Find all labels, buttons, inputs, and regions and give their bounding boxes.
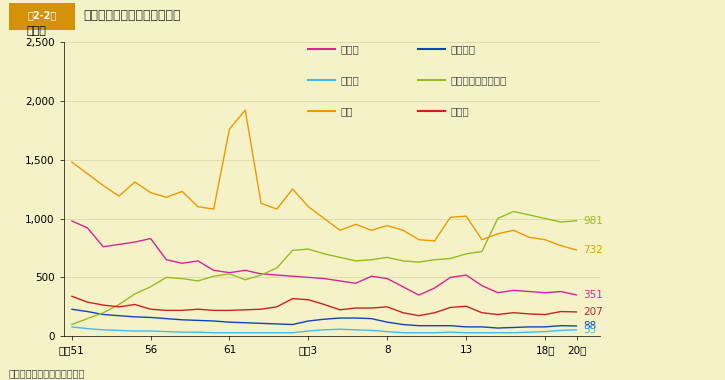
Text: 351: 351 bbox=[584, 290, 603, 300]
FancyBboxPatch shape bbox=[9, 3, 75, 30]
Text: 207: 207 bbox=[584, 307, 603, 317]
Text: 貨物船: 貨物船 bbox=[340, 44, 359, 54]
Text: プレジャーボート等: プレジャーボート等 bbox=[450, 75, 506, 85]
Text: タンカー: タンカー bbox=[450, 44, 475, 54]
Text: 88: 88 bbox=[584, 321, 597, 331]
Text: 注　海上保安庁資料による。: 注 海上保安庁資料による。 bbox=[9, 368, 85, 378]
Text: 981: 981 bbox=[584, 216, 603, 226]
Text: 漁船: 漁船 bbox=[340, 106, 352, 116]
Text: 55: 55 bbox=[584, 325, 597, 335]
Text: （隻）: （隻） bbox=[26, 26, 46, 36]
Text: 海難船舶の用途別隻数の推移: 海難船舶の用途別隻数の推移 bbox=[83, 9, 181, 22]
Text: その他: その他 bbox=[450, 106, 469, 116]
Text: 第2-2図: 第2-2図 bbox=[28, 11, 57, 21]
Text: 732: 732 bbox=[584, 245, 603, 255]
Text: 旅客船: 旅客船 bbox=[340, 75, 359, 85]
